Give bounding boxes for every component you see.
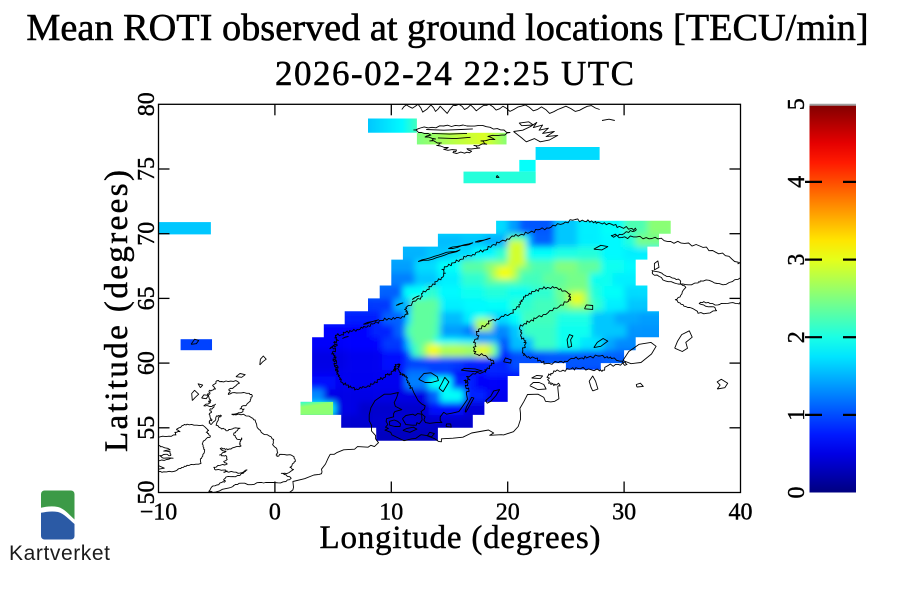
svg-text:0: 0 xyxy=(269,500,281,526)
svg-text:5: 5 xyxy=(784,98,810,110)
svg-text:75: 75 xyxy=(134,157,160,181)
svg-text:1: 1 xyxy=(784,409,810,421)
svg-text:3: 3 xyxy=(784,254,810,266)
svg-text:55: 55 xyxy=(134,416,160,440)
svg-text:Latitude (degrees): Latitude (degrees) xyxy=(99,170,135,452)
svg-text:30: 30 xyxy=(612,500,636,526)
svg-text:0: 0 xyxy=(784,487,810,499)
svg-text:Longitude (degrees): Longitude (degrees) xyxy=(320,520,601,556)
svg-text:2: 2 xyxy=(784,331,810,343)
svg-text:Kartverket: Kartverket xyxy=(9,542,110,565)
svg-text:Mean ROTI observed at ground l: Mean ROTI observed at ground locations [… xyxy=(26,7,868,49)
svg-text:2026-02-24 22:25 UTC: 2026-02-24 22:25 UTC xyxy=(275,54,634,93)
svg-text:40: 40 xyxy=(729,500,753,526)
svg-text:20: 20 xyxy=(496,500,520,526)
svg-text:60: 60 xyxy=(134,351,160,375)
svg-text:70: 70 xyxy=(134,222,160,246)
svg-text:65: 65 xyxy=(134,286,160,310)
svg-text:−10: −10 xyxy=(140,500,178,526)
svg-text:4: 4 xyxy=(784,176,810,188)
svg-text:80: 80 xyxy=(134,92,160,116)
svg-text:10: 10 xyxy=(379,500,403,526)
svg-text:50: 50 xyxy=(134,481,160,505)
